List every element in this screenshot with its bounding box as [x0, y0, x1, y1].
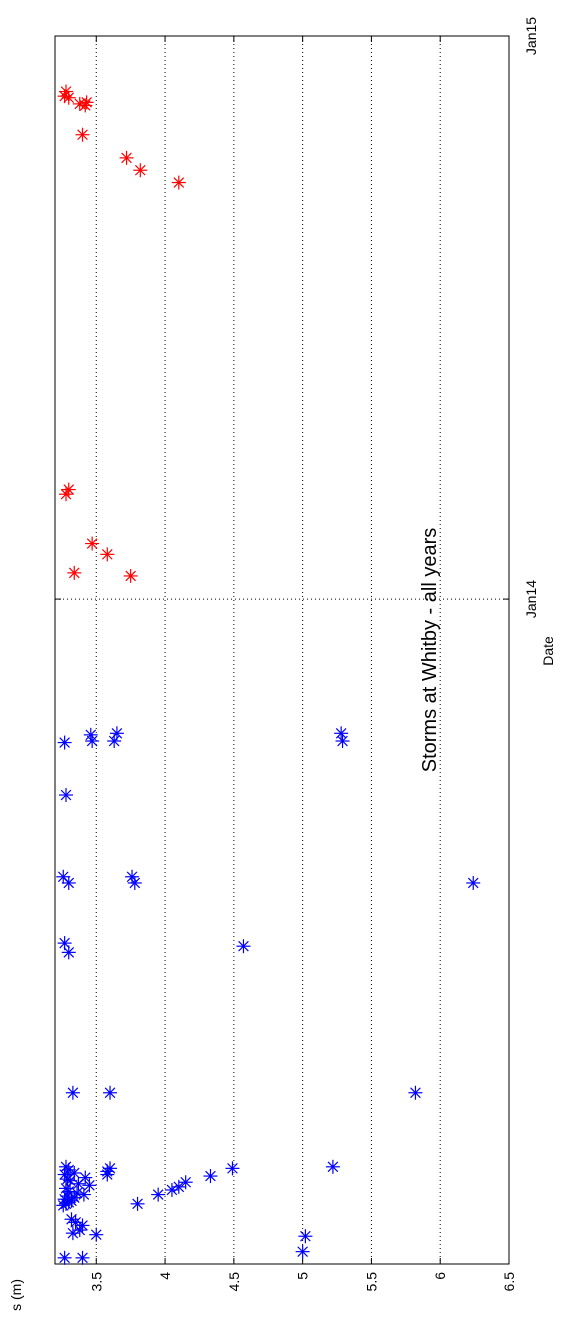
data-point	[225, 1161, 240, 1176]
data-point	[75, 1250, 90, 1265]
y-tick-label: 6	[432, 1272, 448, 1280]
y-tick-label: 4	[157, 1272, 173, 1280]
data-point	[59, 1159, 74, 1174]
data-point	[130, 1196, 145, 1211]
data-point	[133, 163, 148, 178]
y-tick-label: 5	[295, 1272, 311, 1280]
data-point	[325, 1159, 340, 1174]
grid-lines	[55, 36, 509, 1264]
chart-title: Storms at Whitby - all years	[419, 528, 441, 773]
x-axis-label: Date	[540, 636, 556, 666]
data-point	[67, 1165, 82, 1180]
data-point	[59, 788, 74, 803]
data-point	[75, 127, 90, 142]
data-point	[82, 1178, 97, 1193]
data-point	[64, 1212, 79, 1227]
data-point	[236, 939, 251, 954]
x-axis-ticks: Jan14 Jan15	[55, 17, 539, 618]
data-point	[57, 735, 72, 750]
data-point	[57, 89, 72, 104]
data-point	[100, 547, 115, 562]
data-point	[123, 568, 138, 583]
y-tick-label: 5.5	[363, 1272, 379, 1292]
data-point	[125, 869, 140, 884]
data-point	[61, 945, 76, 960]
data-point	[57, 1250, 72, 1265]
data-points	[56, 84, 481, 1265]
data-point	[85, 536, 100, 551]
data-point	[56, 869, 71, 884]
x-tick-label: Jan15	[523, 17, 539, 55]
data-point	[89, 1227, 104, 1242]
data-point	[83, 727, 98, 742]
data-point	[78, 1170, 93, 1185]
data-point	[65, 1085, 80, 1100]
data-point	[203, 1169, 218, 1184]
data-point	[61, 482, 76, 497]
x-tick-label: Jan14	[523, 580, 539, 618]
y-axis-ticks: 3.5 4 4.5 5 5.5 6 6.5	[88, 36, 517, 1291]
y-tick-label: 6.5	[501, 1272, 517, 1292]
data-point	[103, 1085, 118, 1100]
data-point	[109, 726, 124, 741]
data-point	[466, 875, 481, 890]
y-axis-label: Hs (m)	[8, 1279, 24, 1312]
data-point	[295, 1244, 310, 1259]
data-point	[334, 726, 349, 741]
data-point	[59, 1181, 74, 1196]
data-point	[298, 1229, 313, 1244]
y-tick-label: 3.5	[88, 1272, 104, 1292]
data-point	[57, 936, 72, 951]
data-point	[72, 96, 87, 111]
data-point	[119, 150, 134, 165]
y-tick-label: 4.5	[226, 1272, 242, 1292]
data-point	[408, 1085, 423, 1100]
data-point	[178, 1175, 193, 1190]
plot-area	[54, 35, 510, 1265]
data-point	[67, 565, 82, 580]
data-point	[59, 84, 74, 99]
data-point	[103, 1161, 118, 1176]
data-point	[151, 1187, 166, 1202]
data-point	[171, 175, 186, 190]
